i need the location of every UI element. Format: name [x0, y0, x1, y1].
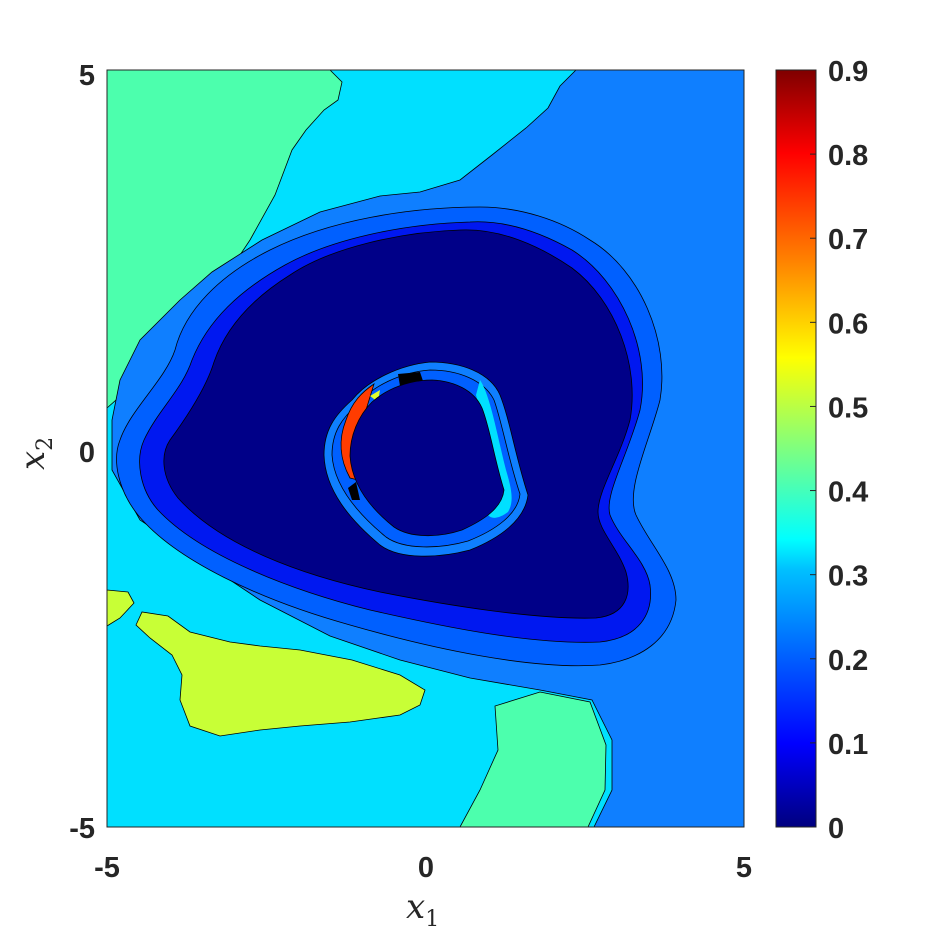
y-tick-label: 5 — [79, 60, 95, 92]
contour-plot — [107, 70, 744, 827]
x-axis-label: x1 — [406, 887, 439, 932]
colorbar-tick-label: 0.7 — [828, 224, 868, 256]
ring-cyan-stripe — [476, 380, 512, 518]
colorbar-tick-label: 0.9 — [828, 56, 868, 88]
colorbar-ticks: 0.9 0.8 0.7 0.6 0.5 0.4 0.3 0.2 0.1 0 — [810, 56, 868, 845]
y-tick-label: 0 — [79, 437, 95, 469]
x-tick-label: 5 — [736, 852, 752, 884]
colorbar-tick-label: 0.1 — [828, 729, 868, 761]
colorbar-tick-label: 0 — [828, 813, 844, 845]
colorbar-tick-label: 0.5 — [828, 392, 868, 424]
y-tick-label: -5 — [69, 813, 95, 845]
plot-frame — [106, 69, 745, 828]
colorbar-tick-label: 0.8 — [828, 140, 868, 172]
ring-dark-spot-left — [348, 482, 360, 500]
y-axis: 5 0 -5 — [69, 60, 95, 845]
colorbar-tick-label: 0.6 — [828, 308, 868, 340]
x-tick-label: -5 — [94, 852, 120, 884]
colorbar-gradient — [775, 69, 817, 828]
region-lime-patch — [135, 611, 426, 737]
colorbar-tick-label: 0.4 — [828, 477, 868, 509]
inner-ring — [323, 361, 529, 557]
colorbar-tick-label: 0.3 — [828, 561, 868, 593]
x-tick-label: 0 — [418, 852, 434, 884]
x-axis: -5 0 5 — [94, 852, 752, 884]
colorbar: 0.9 0.8 0.7 0.6 0.5 0.4 0.3 0.2 0.1 0 — [775, 56, 868, 845]
region-lime-edge — [107, 589, 135, 627]
y-axis-label: x2 — [13, 437, 58, 470]
colorbar-tick-label: 0.2 — [828, 645, 868, 677]
ring-inner-core — [349, 379, 505, 537]
